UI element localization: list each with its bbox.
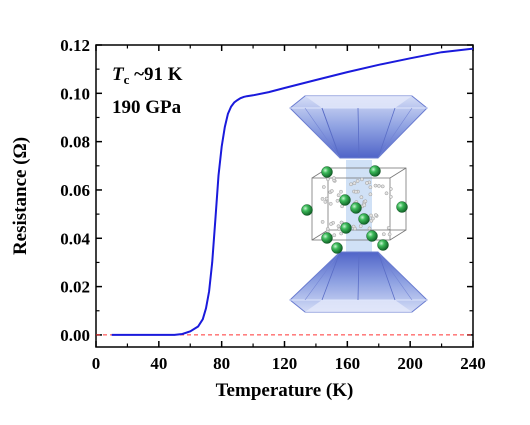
tc-value: ~91 K [129, 64, 182, 85]
top-diamond-icon [289, 95, 428, 159]
hydrogen-atom [335, 198, 340, 203]
tc-symbol: T [112, 64, 125, 85]
hydrogen-atom [359, 195, 364, 200]
hydrogen-atom [369, 213, 373, 218]
y-tick-label: 0.02 [60, 278, 90, 297]
hydrogen-atom [352, 181, 357, 186]
hydrogen-atom [380, 184, 385, 189]
y-tick-label: 0.06 [60, 181, 90, 200]
data-points [111, 48, 474, 335]
hydrogen-atom [368, 192, 373, 197]
metal-atom [301, 204, 313, 216]
tc-annotation: Tc ~91 K [112, 64, 183, 87]
hydrogen-atom [339, 189, 343, 194]
metal-atoms-icon [301, 165, 408, 254]
x-tick-label: 40 [150, 354, 167, 373]
hydrogen-atom [339, 231, 344, 236]
hydrogen-atom [324, 196, 329, 201]
hydrogen-atom [365, 181, 369, 185]
metal-atom [350, 202, 362, 214]
hydrogen-atom [373, 183, 378, 188]
x-tick-label: 80 [213, 354, 230, 373]
bottom-diamond-icon [289, 251, 428, 313]
hydrogen-atom [329, 189, 334, 193]
hydrogen-atom [353, 226, 357, 231]
x-tick-label: 160 [335, 354, 361, 373]
hydrogen-atom [384, 191, 389, 196]
pressure-annotation: 190 GPa [112, 97, 182, 118]
hydrogen-atom [336, 193, 341, 198]
hydrogen-atom [328, 201, 333, 206]
resistance-curve [111, 47, 474, 336]
metal-atom [358, 213, 370, 225]
hydrogen-atom [332, 176, 336, 180]
hydrogen-atom [388, 194, 393, 199]
hydrogen-atom [381, 232, 386, 237]
hydrogen-atom [377, 184, 381, 188]
x-tick-label: 240 [460, 354, 486, 373]
hydrogen-atom [360, 177, 364, 182]
hydrogen-atom [332, 233, 337, 238]
hydrogen-atom [326, 177, 330, 182]
hydrogen-atom [354, 189, 358, 194]
y-tick-label: 0.08 [60, 133, 90, 152]
hydrogen-atom [387, 232, 392, 237]
x-tick-label: 200 [397, 354, 423, 373]
metal-atom [369, 165, 381, 177]
hydrogen-atom [321, 185, 326, 189]
hydrogen-atom [329, 222, 333, 226]
metal-atom [321, 166, 333, 178]
metal-atom [396, 201, 408, 213]
hydrogen-atom [367, 226, 372, 231]
x-axis-title: Temperature (K) [216, 380, 354, 401]
diamond-anvil-cell-icon [289, 95, 428, 313]
metal-atom [321, 232, 333, 244]
hydrogen-atom [362, 203, 367, 208]
hydrogen-atom [373, 213, 378, 217]
hydrogen-atom [349, 182, 353, 187]
hydrogen-atom [358, 224, 363, 229]
hydrogen-atom [388, 187, 393, 191]
y-axis-title: Resistance (Ω) [10, 137, 31, 255]
y-tick-label: 0.12 [60, 36, 90, 55]
axis-ticks [95, 44, 474, 347]
metal-atom [331, 242, 343, 254]
hydrogen-atom [368, 185, 373, 190]
metal-atom [340, 222, 352, 234]
tc-subscript: c [124, 72, 130, 87]
y-tick-label: 0.10 [60, 84, 90, 103]
metal-atom [339, 194, 351, 206]
hydrogen-atom [371, 216, 375, 221]
axis-tick-labels: 0 40 80 120 160 200 240 0.00 0.02 0.04 0.06 0.08 0.1… [60, 36, 486, 373]
hydrogen-atom [323, 200, 328, 204]
metal-atom [377, 239, 389, 251]
hydrogen-atom [320, 220, 325, 224]
hydrogen-atom [386, 226, 391, 230]
y-tick-label: 0.00 [60, 326, 90, 345]
hydrogen-atom [320, 197, 325, 201]
metal-atom [366, 230, 378, 242]
x-tick-label: 120 [272, 354, 298, 373]
y-tick-label: 0.04 [60, 229, 90, 248]
hydrogen-atom [336, 224, 341, 229]
hydrogen-atom [339, 220, 344, 225]
hydrogen-atom [355, 179, 360, 183]
x-tick-label: 0 [92, 354, 101, 373]
